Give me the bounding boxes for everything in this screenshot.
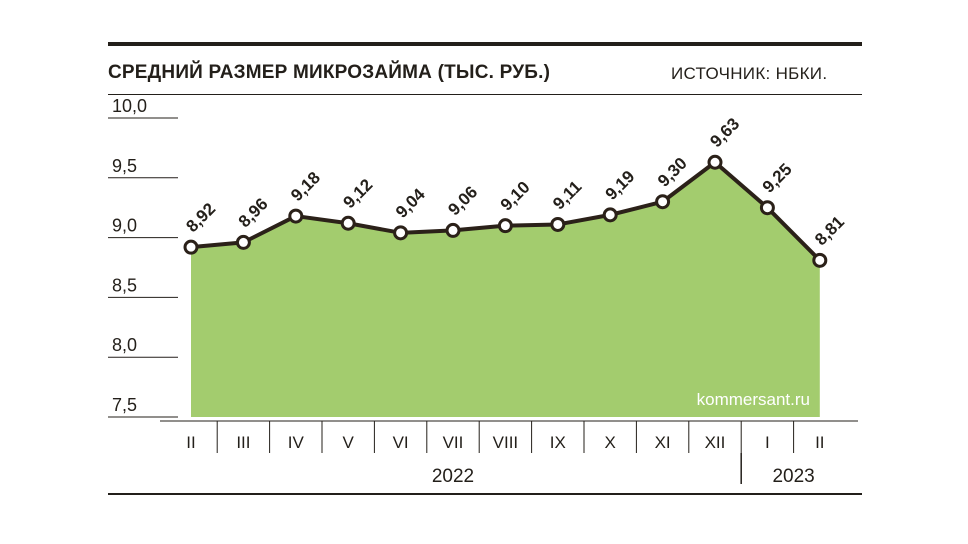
data-label: 9,25	[759, 160, 796, 197]
x-tick-label: X	[605, 433, 616, 452]
data-point	[707, 154, 723, 170]
data-label: 9,19	[602, 167, 639, 204]
source-note: ИСТОЧНИК: НБКИ.	[671, 64, 828, 83]
data-point	[812, 252, 828, 268]
bottom-rule	[108, 493, 862, 495]
x-tick-label: V	[343, 433, 355, 452]
x-tick-label: VIII	[493, 433, 519, 452]
data-point	[235, 234, 251, 250]
y-tick-label: 10,0	[112, 96, 147, 116]
x-tick-label: XI	[655, 433, 671, 452]
x-tick-label: IX	[550, 433, 566, 452]
data-point	[655, 194, 671, 210]
data-label: 9,04	[392, 184, 429, 221]
year-label: 2023	[772, 466, 814, 487]
data-label: 8,92	[182, 199, 219, 236]
chart-title: СРЕДНИЙ РАЗМЕР МИКРОЗАЙМА (ТЫС. РУБ.)	[108, 62, 551, 83]
y-tick-label: 9,5	[112, 156, 137, 176]
data-point	[288, 208, 304, 224]
y-tick-label: 9,0	[112, 216, 137, 236]
data-point	[393, 225, 409, 241]
data-label: 8,96	[235, 194, 272, 231]
data-label: 8,81	[811, 212, 848, 249]
data-label: 9,12	[340, 175, 377, 212]
data-point	[445, 222, 461, 238]
x-tick-label: XII	[705, 433, 726, 452]
year-label: 2022	[432, 466, 474, 487]
data-label: 9,11	[549, 177, 585, 213]
x-tick-label: III	[236, 433, 250, 452]
data-point	[602, 207, 618, 223]
y-tick-label: 7,5	[112, 395, 137, 415]
top-rule	[108, 42, 862, 46]
x-tick-label: VI	[393, 433, 409, 452]
data-point	[759, 200, 775, 216]
data-point	[550, 216, 566, 232]
x-tick-label: IV	[288, 433, 305, 452]
data-point	[183, 239, 199, 255]
y-tick-label: 8,5	[112, 275, 137, 295]
data-label: 9,18	[287, 168, 324, 205]
data-label: 9,06	[444, 182, 481, 219]
x-tick-label: I	[765, 433, 770, 452]
data-label: 9,63	[706, 114, 743, 151]
header-rule	[108, 94, 862, 95]
watermark: kommersant.ru	[697, 390, 810, 409]
y-tick-label: 8,0	[112, 335, 137, 355]
data-label: 9,10	[497, 178, 534, 215]
x-tick-label: II	[186, 433, 195, 452]
data-point	[340, 215, 356, 231]
x-tick-label: VII	[443, 433, 464, 452]
data-point	[497, 218, 513, 234]
x-tick-label: II	[815, 433, 824, 452]
